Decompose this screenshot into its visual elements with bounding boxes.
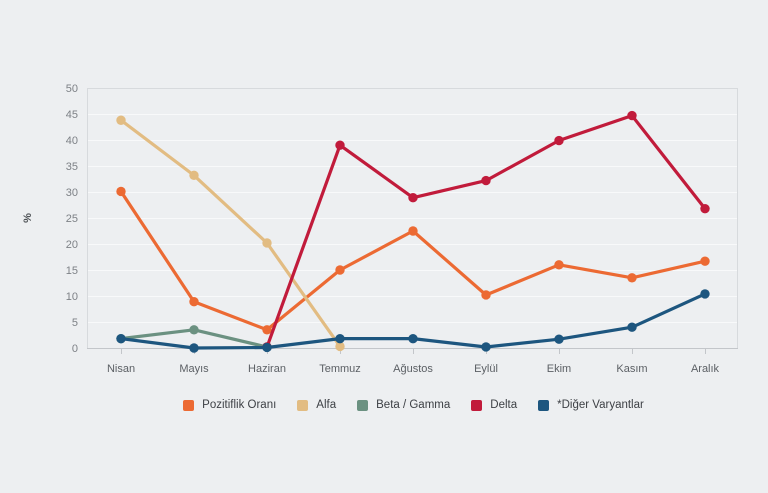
data-point-marker	[700, 289, 710, 299]
y-axis-label: %	[22, 213, 34, 223]
y-tick-label: 35	[66, 161, 78, 173]
legend-item[interactable]: Delta	[471, 399, 517, 411]
data-point-marker	[116, 333, 126, 344]
data-point-marker	[116, 186, 126, 197]
data-point-marker	[481, 290, 491, 300]
x-tick-label: Mayıs	[179, 363, 209, 375]
x-tick-label: Aralık	[691, 363, 720, 375]
data-point-marker	[627, 110, 637, 121]
series-line	[265, 114, 707, 349]
data-point-marker	[189, 325, 199, 335]
chart-legend: Pozitiflik Oranı Alfa Beta / Gamma Delta *Di…	[87, 393, 740, 417]
y-tick-label: 10	[66, 291, 78, 303]
data-point-marker	[554, 135, 564, 146]
y-tick-label: 20	[66, 239, 78, 251]
x-tick-label: Ekim	[547, 363, 571, 375]
legend-item[interactable]: Alfa	[297, 399, 336, 411]
data-point-marker	[408, 333, 418, 344]
series-line	[119, 189, 707, 332]
legend-item[interactable]: Pozitiflik Oranı	[183, 399, 276, 411]
legend-label: Delta	[490, 399, 518, 411]
data-point-marker	[627, 322, 637, 332]
y-tick-label: 0	[72, 343, 78, 355]
data-point-marker	[481, 342, 491, 352]
data-point-marker	[335, 341, 345, 352]
y-tick-label: 5	[72, 317, 78, 329]
y-tick-label: 30	[66, 187, 78, 199]
data-point-marker	[189, 343, 199, 353]
y-tick-label: 15	[66, 265, 78, 277]
data-point-marker	[262, 342, 272, 353]
data-point-marker	[189, 170, 199, 181]
legend-item[interactable]: Beta / Gamma	[357, 399, 450, 411]
data-point-marker	[335, 265, 345, 275]
y-tick-label: 45	[66, 109, 78, 121]
y-tick-label: 50	[66, 83, 78, 95]
legend-swatch-icon	[471, 399, 483, 411]
legend-label: Pozitiflik Oranı	[202, 399, 277, 411]
data-point-marker	[700, 256, 710, 266]
legend-item[interactable]: *Diğer Varyantlar	[538, 399, 644, 411]
x-tick-label: Ağustos	[393, 363, 433, 375]
data-point-marker	[116, 115, 126, 125]
y-tick-label: 40	[66, 135, 78, 147]
legend-swatch-icon	[183, 399, 195, 411]
data-point-marker	[335, 333, 345, 344]
legend-label: Alfa	[316, 399, 337, 411]
data-point-marker	[335, 140, 345, 150]
data-point-marker	[262, 238, 272, 248]
data-point-marker	[262, 325, 272, 335]
legend-label: Beta / Gamma	[376, 399, 451, 411]
x-tick-label: Nisan	[107, 363, 135, 375]
legend-swatch-icon	[297, 399, 309, 411]
data-point-marker	[481, 175, 491, 186]
legend-swatch-icon	[538, 399, 550, 411]
data-point-marker	[554, 260, 564, 270]
series-line	[119, 118, 342, 348]
data-point-marker	[189, 297, 199, 307]
x-tick-label: Temmuz	[319, 363, 361, 375]
legend-label: *Diğer Varyantlar	[557, 399, 644, 411]
data-point-marker	[408, 193, 418, 203]
x-tick-label: Haziran	[248, 363, 286, 375]
x-tick-label: Eylül	[474, 363, 498, 375]
data-point-marker	[700, 203, 710, 214]
data-point-marker	[627, 273, 637, 283]
x-tick-label: Kasım	[616, 363, 647, 375]
legend-swatch-icon	[357, 399, 369, 411]
data-point-marker	[408, 226, 418, 236]
y-tick-label: 25	[66, 213, 78, 225]
data-point-marker	[554, 334, 564, 344]
